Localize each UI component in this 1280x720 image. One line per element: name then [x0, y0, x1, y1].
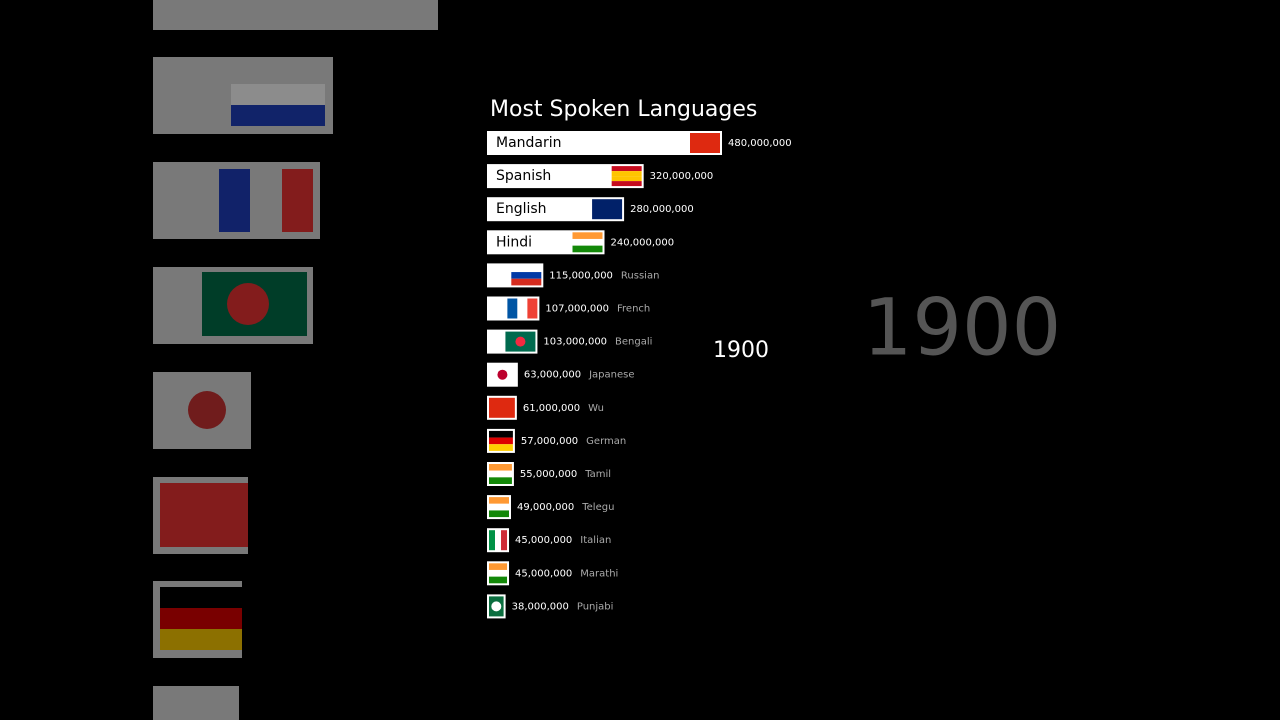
value-label: 63,000,000 [524, 370, 581, 381]
flag-icon [489, 364, 516, 385]
flag-stripe [611, 176, 642, 182]
flag-emblem [515, 336, 526, 347]
flag-stripe [489, 470, 512, 478]
flag-icon [592, 199, 623, 220]
blur-flag [160, 629, 242, 650]
flag-stripe [489, 503, 509, 511]
flag-stripe [489, 464, 512, 471]
value-label: 103,000,000 [543, 337, 607, 348]
flag-stripe [511, 265, 542, 273]
blur-flag [282, 169, 313, 232]
value-label: 107,000,000 [545, 304, 609, 315]
flag-stripe [489, 444, 513, 451]
value-label: 280,000,000 [630, 204, 694, 215]
category-label: Marathi [580, 568, 618, 579]
flag-stripe [572, 232, 603, 239]
flag-stripe [690, 133, 720, 153]
flag-icon [489, 530, 508, 551]
category-label: Hindi [496, 234, 532, 250]
blur-bar [153, 686, 239, 720]
flag-stripe [489, 563, 508, 570]
flag-stripe [489, 530, 496, 551]
category-label: Wu [588, 403, 604, 414]
flag-icon [690, 133, 720, 153]
value-label: 61,000,000 [523, 403, 580, 414]
blur-bar [153, 0, 438, 30]
flag-stripe [507, 298, 518, 319]
flag-stripe [489, 437, 513, 445]
blur-flag [160, 587, 242, 608]
value-label: 115,000,000 [549, 270, 613, 281]
flag-stripe [511, 272, 542, 279]
blur-flag [160, 483, 248, 547]
flag-stripe [592, 199, 623, 220]
blurred-left-panel [153, 0, 438, 720]
flag-stripe [489, 510, 509, 518]
flag-stripe [572, 245, 603, 253]
flag-icon [507, 298, 538, 319]
year-label: 1900 [713, 338, 769, 363]
flag-stripe [489, 397, 515, 418]
value-label: 38,000,000 [512, 601, 569, 612]
blurred-year: 1900 [863, 283, 1062, 373]
flag-stripe [572, 238, 603, 246]
flag-stripe [527, 298, 538, 319]
value-label: 45,000,000 [515, 535, 572, 546]
value-label: 320,000,000 [650, 171, 714, 182]
flag-emblem [497, 369, 508, 380]
blur-flag [160, 608, 242, 629]
category-label: German [586, 436, 626, 447]
flag-stripe [489, 576, 508, 584]
flag-icon [572, 232, 603, 253]
value-label: 57,000,000 [521, 436, 578, 447]
flag-stripe [501, 530, 508, 551]
value-label: 240,000,000 [611, 237, 675, 248]
flag-stripe [489, 497, 509, 504]
flag-icon [489, 497, 509, 518]
category-label: Russian [621, 270, 660, 281]
bar [487, 131, 722, 155]
flag-icon [611, 166, 642, 187]
category-label: English [496, 201, 547, 217]
category-label: French [617, 304, 650, 315]
flag-icon [489, 464, 512, 484]
flag-stripe [611, 171, 642, 177]
flag-stripe [611, 181, 642, 187]
flag-stripe [495, 530, 502, 551]
flag-icon [489, 563, 508, 584]
category-label: Mandarin [496, 135, 562, 151]
flag-icon [489, 397, 515, 418]
blur-flag [219, 169, 250, 232]
blur-flag [188, 391, 226, 429]
category-label: Japanese [588, 370, 634, 381]
blur-flag [227, 283, 269, 325]
flag-stripe [489, 569, 508, 577]
flag-stripe [511, 278, 542, 286]
category-label: Spanish [496, 168, 551, 184]
category-label: Bengali [615, 337, 652, 348]
flag-icon [511, 265, 542, 286]
value-label: 45,000,000 [515, 568, 572, 579]
category-label: Punjabi [577, 601, 614, 612]
value-label: 480,000,000 [728, 138, 792, 149]
blur-flag [231, 84, 325, 105]
flag-stripe [489, 430, 513, 438]
flag-stripe [489, 477, 512, 484]
flag-stripe [611, 166, 642, 172]
flag-emblem [491, 601, 502, 612]
chart-title: Most Spoken Languages [490, 97, 757, 122]
category-label: Tamil [584, 469, 611, 480]
flag-stripe [517, 298, 528, 319]
category-label: Italian [580, 535, 611, 546]
category-label: Telegu [581, 502, 614, 513]
flag-icon [489, 430, 513, 451]
blur-flag [231, 105, 325, 126]
value-label: 49,000,000 [517, 502, 574, 513]
flag-icon [505, 331, 536, 352]
flag-icon [489, 596, 504, 617]
value-label: 55,000,000 [520, 469, 577, 480]
